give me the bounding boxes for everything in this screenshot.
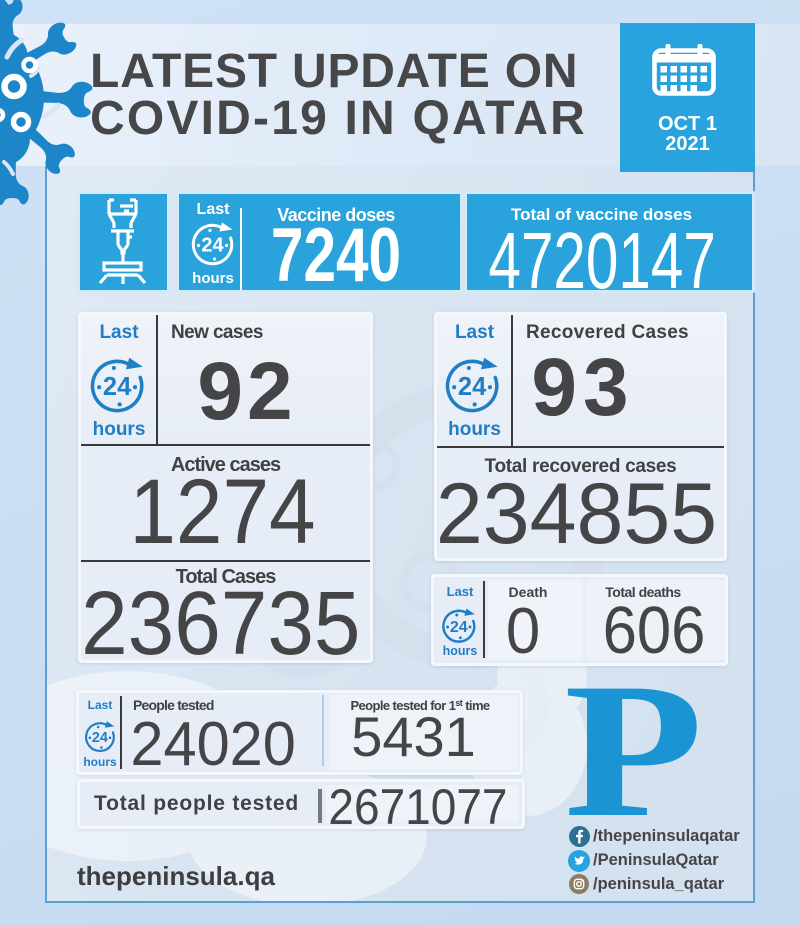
- svg-text:24: 24: [201, 235, 224, 257]
- svg-text:24: 24: [92, 730, 108, 746]
- svg-text:24: 24: [458, 373, 487, 401]
- svg-text:24: 24: [103, 373, 132, 401]
- svg-text:24: 24: [450, 619, 468, 636]
